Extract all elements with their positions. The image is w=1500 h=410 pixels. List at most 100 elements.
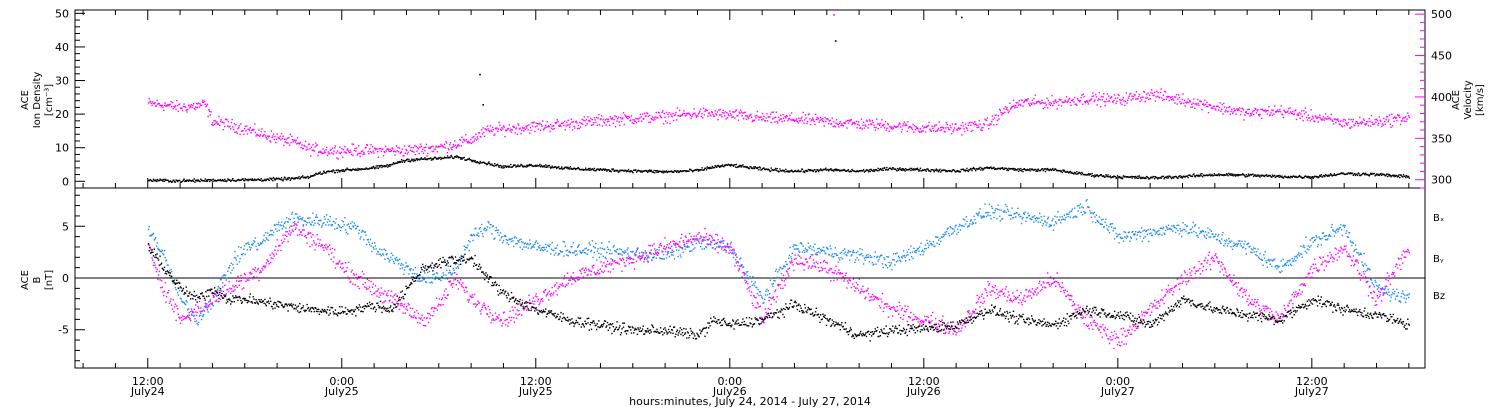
velocity-point [913,131,915,133]
density-point [839,169,841,172]
density-point [568,167,570,169]
density-point [748,167,751,170]
by-point [235,257,237,259]
velocity-point [386,148,388,150]
density-point [164,178,166,181]
density-point [902,168,905,170]
density-point [678,171,680,174]
density-point [1318,176,1320,178]
density-point [994,167,996,170]
velocity-point [181,107,183,109]
by-point [1071,208,1074,210]
velocity-point [1113,94,1116,96]
by-point [516,242,518,245]
density-point [1372,173,1374,175]
by-point [217,285,219,288]
by-point [1222,231,1224,234]
velocity-point [864,124,866,126]
velocity-point [632,119,634,121]
velocity-point [1128,95,1130,97]
velocity-point [281,137,283,140]
density-point [972,166,975,169]
density-point [264,179,267,182]
density-point [989,166,991,169]
density-point [1351,172,1354,175]
density-point [605,169,607,171]
velocity-point [574,127,576,129]
by-point [334,222,337,224]
by-point [430,277,432,279]
velocity-point [825,120,827,123]
density-point [901,168,903,170]
density-point [1143,177,1146,180]
density-point [502,167,504,169]
velocity-point [502,125,505,127]
by-point [277,224,279,226]
density-point [1248,175,1250,177]
by-point [692,248,695,250]
density-point [1218,174,1221,177]
by-point [1095,214,1098,216]
density-point [1335,174,1338,176]
density-point [653,169,655,172]
velocity-point [467,142,469,144]
by-point [988,203,991,205]
density-point [1111,176,1113,179]
density-point [1156,178,1159,180]
by-point [863,257,866,259]
velocity-point [371,151,373,154]
by-point [506,242,508,244]
by-point [284,221,286,223]
by-point [716,241,719,244]
by-point [158,249,161,251]
by-point [766,288,768,291]
velocity-point [259,135,261,137]
by-point [537,242,539,244]
density-point [1181,177,1183,179]
density-point [170,180,172,183]
velocity-point [497,130,499,133]
velocity-point [1303,110,1305,112]
by-point [1226,239,1228,241]
density-point [958,170,960,172]
velocity-point [850,119,852,121]
by-point [1002,210,1004,213]
by-point [822,249,824,252]
density-point [1279,175,1282,177]
density-point [152,180,154,182]
velocity-point [1287,108,1290,110]
density-point [979,166,981,168]
by-point [935,236,938,238]
density-point [199,180,201,183]
density-point [561,166,563,168]
by-point [267,232,269,234]
velocity-point [286,142,288,144]
velocity-point [1263,110,1266,112]
velocity-point [641,120,643,122]
density-point [1012,167,1015,170]
density-point [1105,175,1108,177]
by-point [799,242,801,244]
velocity-point [370,143,372,146]
by-point [392,254,394,256]
density-point [1135,176,1138,179]
velocity-point [635,121,638,124]
by-point [406,266,409,268]
velocity-point [1248,108,1250,111]
velocity-point [749,114,751,116]
by-point [910,256,913,258]
density-point [632,172,634,174]
density-point [984,167,986,169]
density-point [298,175,300,178]
by-point [248,246,251,248]
by-point [298,218,300,221]
by-point [1225,240,1227,243]
by-point [386,253,388,255]
by-point [474,228,476,230]
by-point [1148,233,1151,235]
density-point [1049,168,1052,170]
velocity-point [179,103,181,105]
density-point [1393,175,1395,178]
velocity-point [264,135,267,137]
by-point [848,251,850,253]
